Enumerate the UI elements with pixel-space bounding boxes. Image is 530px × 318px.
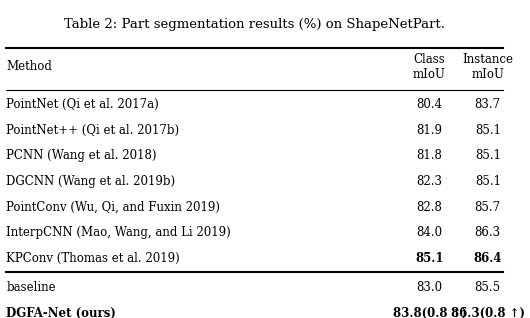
Text: KPConv (Thomas et al. 2019): KPConv (Thomas et al. 2019)	[6, 252, 180, 265]
Text: 86.3: 86.3	[475, 226, 501, 239]
Text: 85.1: 85.1	[475, 149, 501, 162]
Text: 83.8(0.8 ↑): 83.8(0.8 ↑)	[393, 307, 466, 318]
Text: PointNet (Qi et al. 2017a): PointNet (Qi et al. 2017a)	[6, 98, 159, 111]
Text: PCNN (Wang et al. 2018): PCNN (Wang et al. 2018)	[6, 149, 157, 162]
Text: 84.0: 84.0	[417, 226, 443, 239]
Text: 83.0: 83.0	[417, 281, 443, 294]
Text: Class
mIoU: Class mIoU	[413, 53, 446, 81]
Text: 82.8: 82.8	[417, 201, 443, 213]
Text: 83.7: 83.7	[475, 98, 501, 111]
Text: PointConv (Wu, Qi, and Fuxin 2019): PointConv (Wu, Qi, and Fuxin 2019)	[6, 201, 220, 213]
Text: 81.8: 81.8	[417, 149, 443, 162]
Text: 86.3(0.8 ↑): 86.3(0.8 ↑)	[451, 307, 525, 318]
Text: 86.4: 86.4	[473, 252, 502, 265]
Text: 85.1: 85.1	[416, 252, 444, 265]
Text: Instance
mIoU: Instance mIoU	[462, 53, 513, 81]
Text: 80.4: 80.4	[417, 98, 443, 111]
Text: InterpCNN (Mao, Wang, and Li 2019): InterpCNN (Mao, Wang, and Li 2019)	[6, 226, 231, 239]
Text: Table 2: Part segmentation results (%) on ShapeNetPart.: Table 2: Part segmentation results (%) o…	[64, 18, 445, 31]
Text: 82.3: 82.3	[417, 175, 443, 188]
Text: 85.1: 85.1	[475, 124, 501, 137]
Text: PointNet++ (Qi et al. 2017b): PointNet++ (Qi et al. 2017b)	[6, 124, 180, 137]
Text: baseline: baseline	[6, 281, 56, 294]
Text: 85.1: 85.1	[475, 175, 501, 188]
Text: 81.9: 81.9	[417, 124, 443, 137]
Text: Method: Method	[6, 60, 52, 73]
Text: DGCNN (Wang et al. 2019b): DGCNN (Wang et al. 2019b)	[6, 175, 175, 188]
Text: 85.7: 85.7	[475, 201, 501, 213]
Text: 85.5: 85.5	[475, 281, 501, 294]
Text: DGFA-Net (ours): DGFA-Net (ours)	[6, 307, 116, 318]
